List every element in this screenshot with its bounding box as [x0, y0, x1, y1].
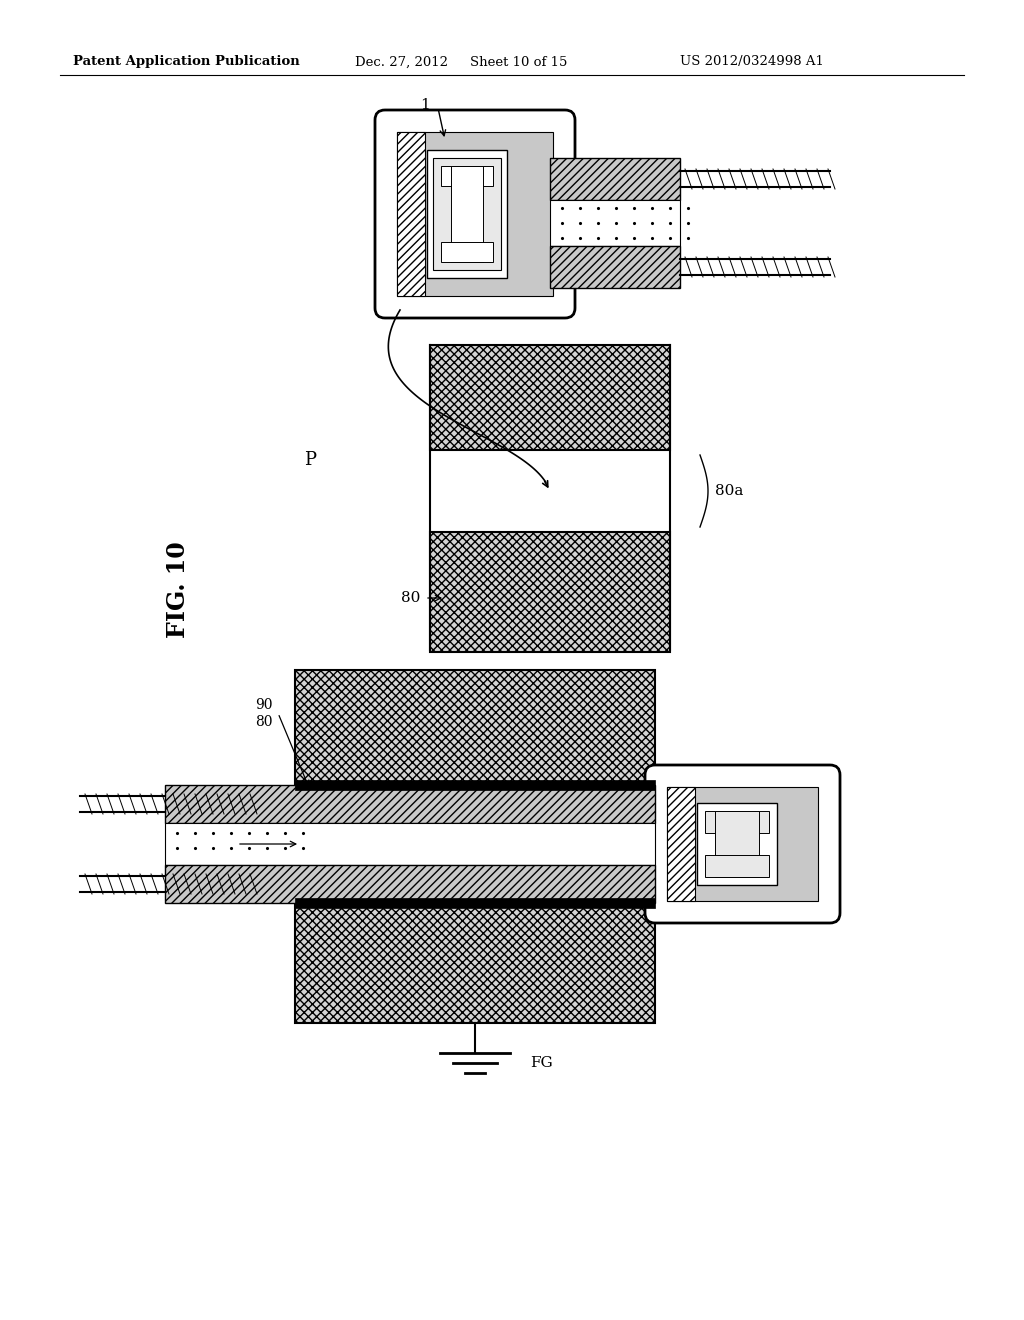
Bar [705, 810, 769, 833]
Bar [165, 865, 655, 903]
Bar [550, 246, 680, 288]
Bar [430, 345, 670, 450]
Bar [441, 166, 493, 186]
Bar [427, 150, 507, 279]
Text: 90: 90 [256, 698, 273, 711]
Bar [295, 903, 655, 1023]
Bar [295, 671, 655, 785]
Text: 1: 1 [223, 837, 232, 851]
Text: FIG. 10: FIG. 10 [166, 541, 190, 639]
FancyBboxPatch shape [645, 766, 840, 923]
Text: 80a: 80a [715, 484, 743, 498]
Bar [430, 532, 670, 652]
Text: P: P [304, 451, 316, 469]
Bar [550, 158, 680, 201]
Text: 80: 80 [400, 591, 420, 605]
Bar [295, 780, 655, 789]
Bar [165, 785, 655, 822]
Text: Dec. 27, 2012: Dec. 27, 2012 [355, 55, 449, 69]
Text: US 2012/0324998 A1: US 2012/0324998 A1 [680, 55, 824, 69]
Bar [451, 166, 483, 261]
Bar [705, 855, 769, 876]
Bar [295, 898, 655, 908]
Bar [667, 787, 695, 902]
Bar [433, 158, 501, 271]
Bar [397, 132, 425, 296]
Text: FG: FG [530, 1056, 553, 1071]
Text: 1: 1 [420, 98, 430, 112]
Bar [667, 787, 818, 902]
Text: 80: 80 [256, 715, 273, 729]
Bar [697, 803, 777, 884]
Bar [550, 201, 680, 246]
Bar [397, 132, 553, 296]
Text: Patent Application Publication: Patent Application Publication [73, 55, 300, 69]
Bar [441, 242, 493, 261]
FancyBboxPatch shape [375, 110, 575, 318]
Text: Sheet 10 of 15: Sheet 10 of 15 [470, 55, 567, 69]
Bar [715, 810, 759, 876]
Bar [165, 822, 655, 865]
